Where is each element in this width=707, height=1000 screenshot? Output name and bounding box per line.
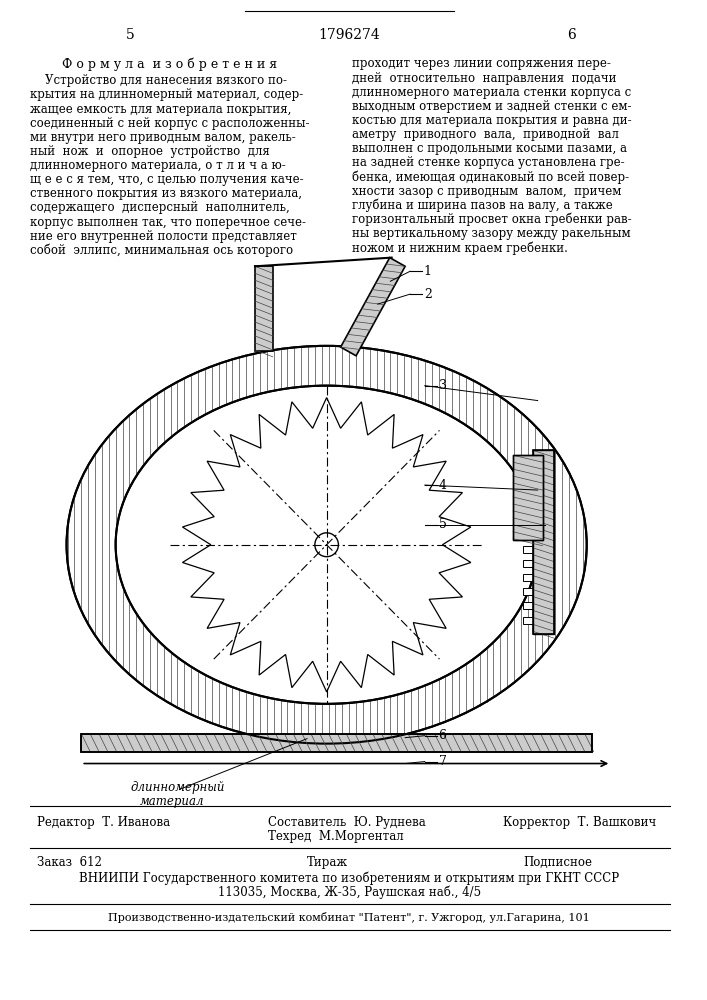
- Text: ны вертикальному зазору между ракельным: ны вертикальному зазору между ракельным: [352, 227, 631, 240]
- Text: 1796274: 1796274: [318, 28, 380, 42]
- Text: 2: 2: [423, 288, 432, 301]
- Polygon shape: [523, 560, 533, 567]
- Text: проходит через линии сопряжения пере-: проходит через линии сопряжения пере-: [352, 57, 611, 70]
- Polygon shape: [513, 455, 542, 540]
- Polygon shape: [523, 602, 533, 609]
- Text: собой  эллипс, минимальная ось которого: собой эллипс, минимальная ось которого: [30, 244, 293, 257]
- Text: материал: материал: [140, 795, 204, 808]
- Text: ный  нож  и  опорное  устройство  для: ный нож и опорное устройство для: [30, 145, 270, 158]
- Text: Производственно-издательский комбинат "Патент", г. Ужгород, ул.Гагарина, 101: Производственно-издательский комбинат "П…: [108, 912, 590, 923]
- Text: крытия на длинномерный материал, содер-: крытия на длинномерный материал, содер-: [30, 88, 303, 101]
- Text: Техред  М.Моргентал: Техред М.Моргентал: [268, 830, 404, 843]
- Polygon shape: [81, 734, 592, 752]
- Text: ножом и нижним краем гребенки.: ножом и нижним краем гребенки.: [352, 241, 568, 255]
- Text: содержащего  дисперсный  наполнитель,: содержащего дисперсный наполнитель,: [30, 201, 290, 214]
- Polygon shape: [523, 461, 533, 468]
- Text: 7: 7: [438, 755, 446, 768]
- Text: глубина и ширина пазов на валу, а также: глубина и ширина пазов на валу, а также: [352, 199, 613, 212]
- Text: длинномерного материала, о т л и ч а ю-: длинномерного материала, о т л и ч а ю-: [30, 159, 286, 172]
- Text: Тираж: Тираж: [307, 856, 348, 869]
- Polygon shape: [523, 617, 533, 624]
- Polygon shape: [533, 450, 554, 634]
- Ellipse shape: [66, 346, 587, 744]
- Text: щ е е с я тем, что, с целью получения каче-: щ е е с я тем, что, с целью получения ка…: [30, 173, 304, 186]
- Text: на задней стенке корпуса установлена гре-: на задней стенке корпуса установлена гре…: [352, 156, 625, 169]
- Text: 6: 6: [568, 28, 576, 42]
- Text: выходным отверстием и задней стенки с ем-: выходным отверстием и задней стенки с ем…: [352, 100, 631, 113]
- Text: горизонтальный просвет окна гребенки рав-: горизонтальный просвет окна гребенки рав…: [352, 213, 632, 226]
- Text: корпус выполнен так, что поперечное сече-: корпус выполнен так, что поперечное сече…: [30, 216, 306, 229]
- Polygon shape: [182, 398, 471, 692]
- Polygon shape: [523, 574, 533, 581]
- Text: Заказ  612: Заказ 612: [37, 856, 102, 869]
- Text: ственного покрытия из вязкого материала,: ственного покрытия из вязкого материала,: [30, 187, 303, 200]
- Polygon shape: [523, 475, 533, 482]
- Text: ние его внутренней полости представляет: ние его внутренней полости представляет: [30, 230, 297, 243]
- Text: костью для материала покрытия и равна ди-: костью для материала покрытия и равна ди…: [352, 114, 632, 127]
- Polygon shape: [523, 546, 533, 553]
- Text: 113035, Москва, Ж-35, Раушская наб., 4/5: 113035, Москва, Ж-35, Раушская наб., 4/5: [218, 886, 481, 899]
- Text: Редактор  Т. Иванова: Редактор Т. Иванова: [37, 816, 170, 829]
- Text: Составитель  Ю. Руднева: Составитель Ю. Руднева: [268, 816, 426, 829]
- Polygon shape: [341, 258, 405, 356]
- Text: жащее емкость для материала покрытия,: жащее емкость для материала покрытия,: [30, 103, 291, 116]
- Circle shape: [315, 533, 339, 557]
- Text: ми внутри него приводным валом, ракель-: ми внутри него приводным валом, ракель-: [30, 131, 296, 144]
- Text: 6: 6: [438, 729, 447, 742]
- Polygon shape: [523, 518, 533, 525]
- Text: 5: 5: [126, 28, 135, 42]
- Ellipse shape: [116, 386, 537, 704]
- Text: 1: 1: [423, 265, 432, 278]
- Text: ВНИИПИ Государственного комитета по изобретениям и открытиям при ГКНТ СССР: ВНИИПИ Государственного комитета по изоб…: [79, 872, 619, 885]
- Text: длинномерного материала стенки корпуса с: длинномерного материала стенки корпуса с: [352, 86, 631, 99]
- Text: Корректор  Т. Вашкович: Корректор Т. Вашкович: [503, 816, 657, 829]
- Polygon shape: [523, 489, 533, 496]
- Text: 3: 3: [438, 379, 447, 392]
- Text: 4: 4: [438, 479, 447, 492]
- Polygon shape: [523, 503, 533, 510]
- Text: соединенный с ней корпус с расположенны-: соединенный с ней корпус с расположенны-: [30, 117, 310, 130]
- Text: Подписное: Подписное: [523, 856, 592, 869]
- Text: Устройство для нанесения вязкого по-: Устройство для нанесения вязкого по-: [30, 74, 287, 87]
- Text: хности зазор с приводным  валом,  причем: хности зазор с приводным валом, причем: [352, 185, 621, 198]
- Polygon shape: [523, 588, 533, 595]
- Text: аметру  приводного  вала,  приводной  вал: аметру приводного вала, приводной вал: [352, 128, 619, 141]
- Text: 5: 5: [438, 518, 446, 531]
- Text: выполнен с продольными косыми пазами, а: выполнен с продольными косыми пазами, а: [352, 142, 627, 155]
- Text: Ф о р м у л а  и з о б р е т е н и я: Ф о р м у л а и з о б р е т е н и я: [62, 57, 277, 71]
- Text: дней  относительно  направления  подачи: дней относительно направления подачи: [352, 72, 617, 85]
- Polygon shape: [523, 532, 533, 539]
- Text: длинномерный: длинномерный: [130, 781, 225, 794]
- Text: бенка, имеющая одинаковый по всей повер-: бенка, имеющая одинаковый по всей повер-: [352, 170, 629, 184]
- Polygon shape: [255, 266, 273, 351]
